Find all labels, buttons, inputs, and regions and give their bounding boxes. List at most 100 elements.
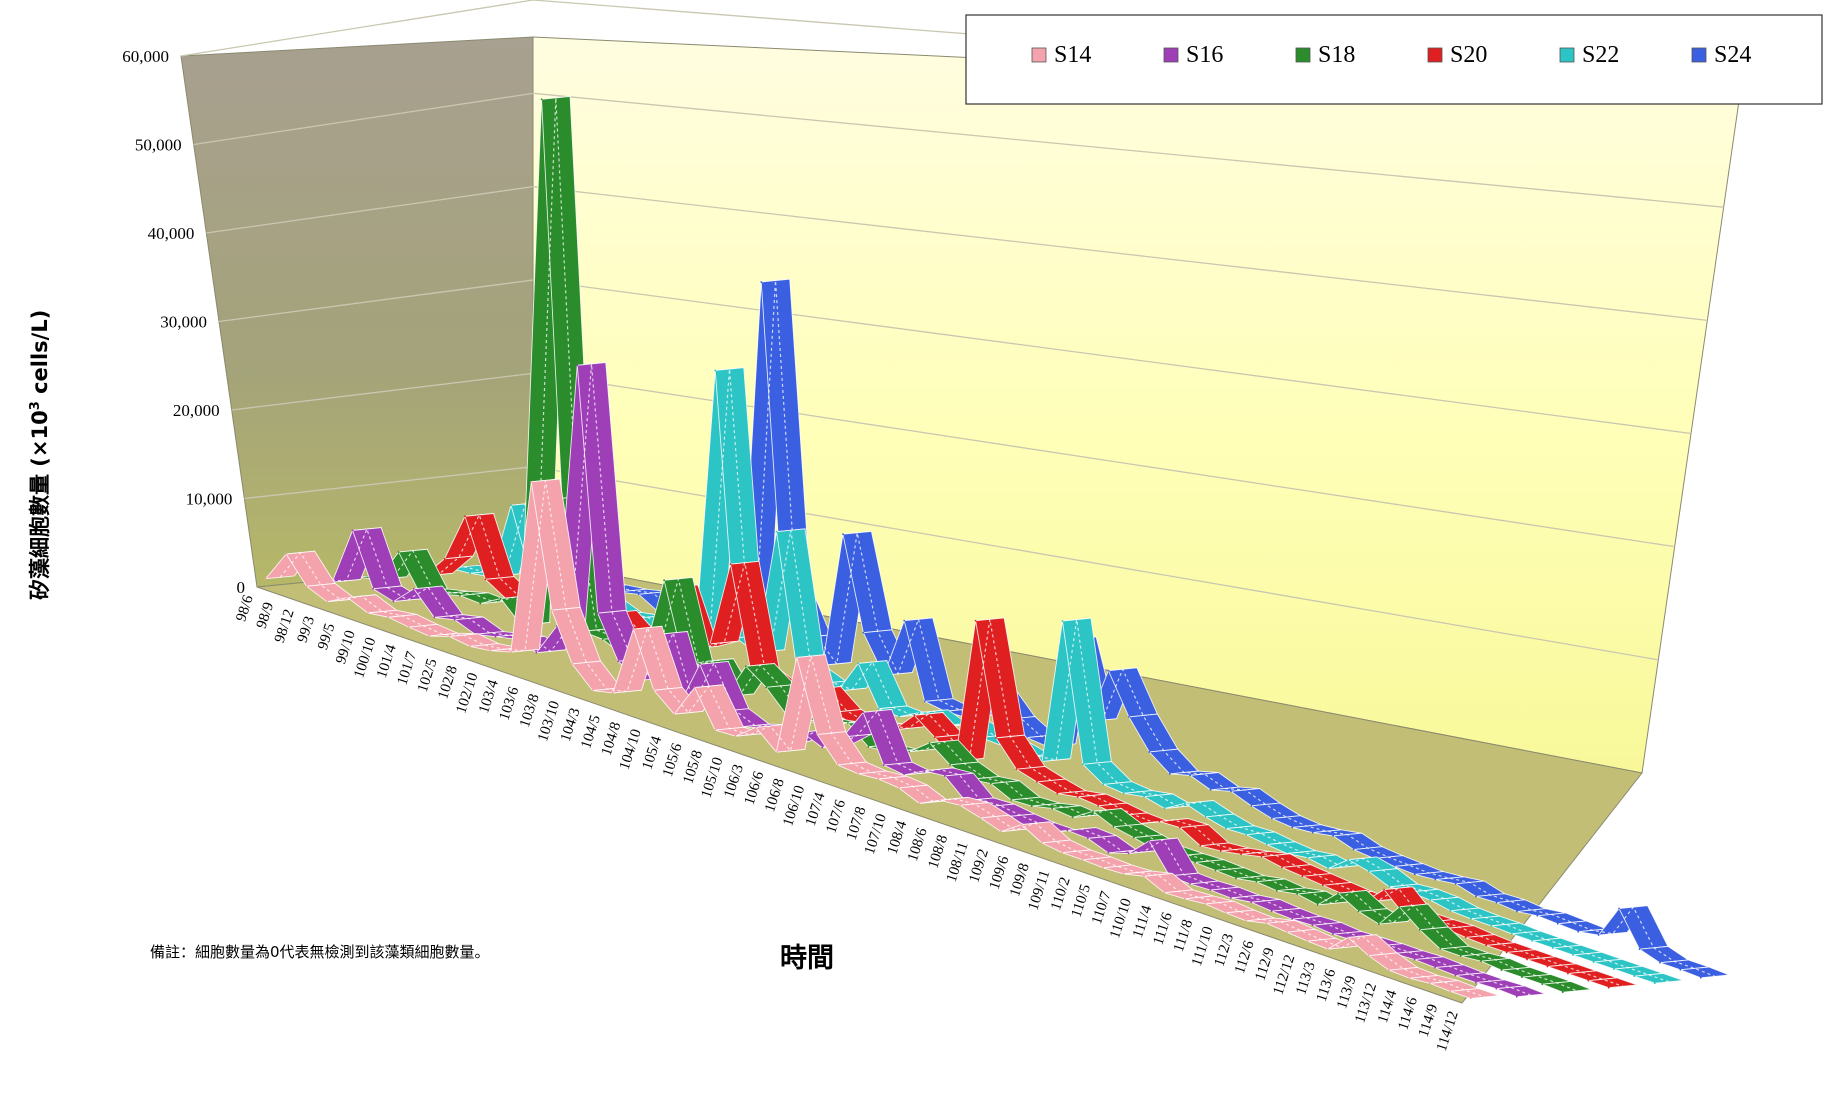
data-point (1495, 901, 1498, 904)
data-point (1449, 990, 1452, 993)
legend-item-S16[interactable]: S16 (1163, 42, 1223, 68)
data-point (1163, 891, 1166, 894)
data-point (709, 642, 711, 645)
legend[interactable]: S14 S16 S18 S20 S22 S24 (965, 14, 1823, 105)
data-point (1316, 903, 1319, 906)
data-point (372, 587, 374, 590)
data-point (989, 782, 992, 785)
data-point (550, 609, 553, 612)
data-point (734, 735, 737, 738)
gridlines (180, 0, 1741, 661)
gridline-side (218, 279, 534, 323)
data-point (1127, 852, 1130, 855)
data-point (1556, 922, 1559, 925)
data-point (326, 600, 328, 603)
data-point (1515, 995, 1518, 998)
data-point (1301, 875, 1304, 878)
legend-item-S20[interactable]: S20 (1427, 42, 1487, 68)
data-point (1204, 903, 1207, 905)
data-point (1081, 858, 1084, 861)
data-point (305, 585, 308, 588)
data-point (1148, 839, 1151, 842)
legend-label: S22 (1582, 42, 1619, 68)
data-point (923, 769, 926, 772)
data-point (530, 480, 533, 483)
legend-swatch (1427, 47, 1443, 63)
data-point (1526, 958, 1528, 961)
data-point (847, 722, 849, 724)
ribbon-segment (1542, 980, 1592, 993)
data-point (1653, 982, 1656, 985)
x-tick-label: 110/5 (1069, 882, 1095, 919)
data-point (729, 563, 732, 566)
data-point (632, 628, 635, 630)
data-point (836, 764, 839, 766)
data-point (1260, 855, 1263, 858)
ribbon-segment (1680, 966, 1730, 979)
data-point (1658, 961, 1661, 964)
data-point (1127, 715, 1130, 718)
data-point (795, 656, 798, 659)
data-point (1224, 827, 1227, 830)
legend-swatch (1559, 47, 1575, 63)
data-point (1531, 940, 1534, 942)
legend-item-S22[interactable]: S22 (1559, 42, 1619, 68)
data-point (821, 746, 824, 749)
data-point (484, 578, 487, 581)
data-point (1388, 885, 1391, 888)
data-point (1081, 763, 1084, 766)
data-point (1638, 948, 1641, 951)
gridline-side (193, 92, 534, 146)
data-point (1092, 810, 1094, 813)
data-point (1326, 948, 1329, 950)
x-tick-label: 114/6 (1395, 995, 1421, 1032)
data-point (443, 557, 446, 560)
data-point (816, 733, 819, 736)
legend-item-S18[interactable]: S18 (1295, 42, 1355, 68)
data-point (407, 626, 410, 629)
data-point (918, 711, 921, 714)
gridline-side (180, 0, 534, 57)
data-point (1633, 975, 1636, 978)
data-point (1332, 933, 1334, 936)
data-point (1107, 851, 1110, 854)
y-tick-label: 60,000 (122, 47, 169, 66)
y-axis-ticks: 0 10,000 20,000 30,000 40,000 50,000 60,000 (122, 47, 245, 597)
data-point (489, 649, 492, 652)
data-point (1592, 961, 1595, 963)
data-point (1428, 982, 1431, 985)
x-tick-label: 110/7 (1089, 889, 1115, 926)
gridline-back (532, 186, 1708, 321)
data-point (928, 741, 931, 744)
series-S14 (264, 478, 1500, 1000)
data-point (1229, 897, 1232, 899)
data-point (1015, 768, 1018, 771)
data-point (857, 772, 859, 775)
data-point (1439, 948, 1442, 950)
x-tick-label: 113/3 (1293, 960, 1319, 997)
x-tick-label: 110/2 (1048, 875, 1074, 912)
data-point (1572, 954, 1574, 956)
data-point (1286, 931, 1288, 934)
data-point (1546, 965, 1549, 968)
data-point (387, 616, 390, 619)
data-point (1347, 936, 1350, 939)
legend-item-S14[interactable]: S14 (1031, 42, 1091, 68)
data-point (433, 616, 436, 619)
data-point (1270, 910, 1273, 913)
data-point (366, 612, 369, 614)
data-point (448, 635, 451, 638)
data-point (1270, 817, 1273, 820)
data-point (1051, 807, 1054, 810)
data-point (1469, 997, 1472, 1000)
data-point (1148, 751, 1151, 753)
data-point (1459, 955, 1462, 957)
data-point (923, 700, 926, 703)
legend-item-S24[interactable]: S24 (1691, 42, 1751, 68)
legend-swatch (1691, 47, 1707, 63)
data-point (1367, 954, 1370, 957)
data-point (1076, 796, 1079, 798)
data-point (1000, 830, 1002, 833)
data-point (1035, 780, 1038, 783)
data-point (1010, 799, 1013, 801)
